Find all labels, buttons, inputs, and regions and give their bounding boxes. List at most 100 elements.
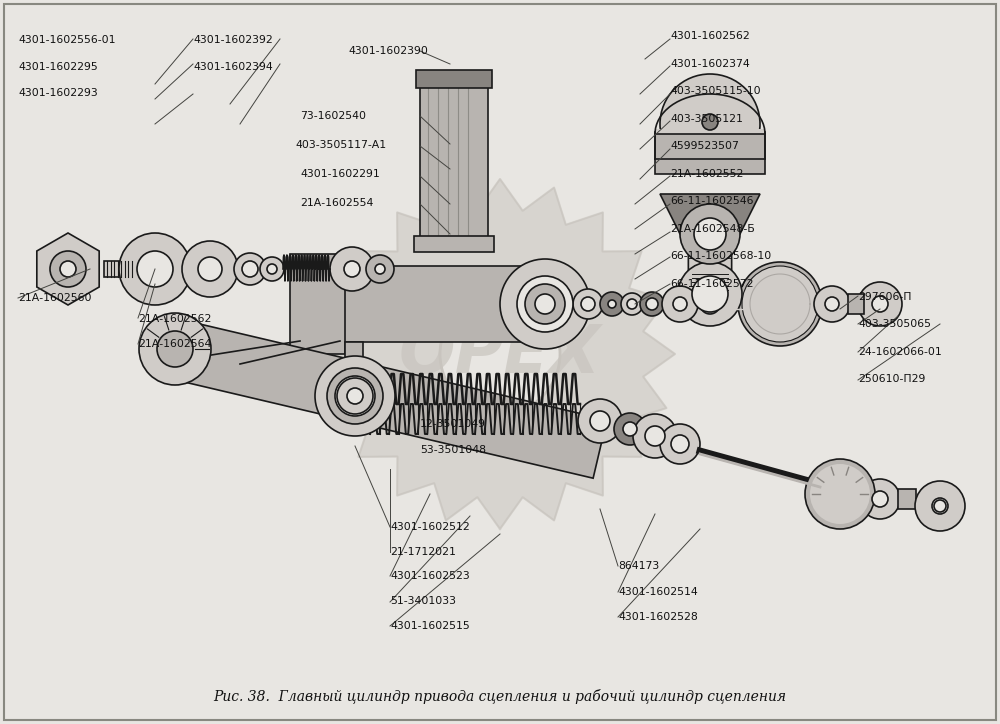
Circle shape — [633, 414, 677, 458]
Bar — [655, 129, 765, 159]
Circle shape — [621, 293, 643, 315]
Circle shape — [50, 251, 86, 287]
Polygon shape — [168, 320, 607, 479]
Text: 21А-1602548-Б: 21А-1602548-Б — [670, 224, 755, 234]
Circle shape — [517, 276, 573, 332]
Text: 4301-1602295: 4301-1602295 — [18, 62, 98, 72]
Circle shape — [581, 297, 595, 311]
Bar — [416, 70, 492, 88]
Circle shape — [139, 313, 211, 385]
Text: 4301-1602515: 4301-1602515 — [390, 620, 470, 631]
Text: 403-3505065: 403-3505065 — [858, 319, 931, 329]
Circle shape — [915, 481, 965, 531]
Polygon shape — [325, 179, 675, 529]
Bar — [414, 236, 494, 252]
Circle shape — [660, 74, 760, 174]
Circle shape — [814, 286, 850, 322]
Circle shape — [700, 294, 720, 314]
Circle shape — [934, 500, 946, 512]
Text: 4301-1602562: 4301-1602562 — [670, 31, 750, 41]
Circle shape — [137, 251, 173, 287]
Text: 4301-1602392: 4301-1602392 — [193, 35, 273, 45]
Circle shape — [337, 378, 373, 414]
Text: 21-1712021: 21-1712021 — [390, 547, 456, 557]
Circle shape — [535, 294, 555, 314]
Circle shape — [872, 491, 888, 507]
Text: 51-3401033: 51-3401033 — [390, 596, 456, 606]
Circle shape — [440, 294, 560, 414]
Circle shape — [375, 264, 385, 274]
Text: 403-3505117-А1: 403-3505117-А1 — [295, 140, 386, 150]
Circle shape — [260, 257, 284, 281]
Text: 864173: 864173 — [618, 561, 659, 571]
Circle shape — [608, 300, 616, 308]
Circle shape — [932, 498, 948, 514]
Bar — [104, 261, 134, 277]
Circle shape — [673, 297, 687, 311]
Polygon shape — [660, 194, 760, 234]
Text: 403-3505115-10: 403-3505115-10 — [670, 86, 761, 96]
Bar — [420, 76, 488, 244]
Bar — [848, 294, 864, 314]
Circle shape — [742, 266, 818, 342]
Text: 4301-1602390: 4301-1602390 — [348, 46, 428, 56]
Circle shape — [872, 296, 888, 312]
Circle shape — [317, 358, 393, 434]
Polygon shape — [688, 239, 732, 289]
Circle shape — [678, 262, 742, 326]
Circle shape — [119, 233, 191, 305]
Circle shape — [640, 292, 664, 316]
Circle shape — [234, 253, 266, 285]
Circle shape — [692, 276, 728, 312]
Polygon shape — [37, 233, 99, 305]
Bar — [290, 254, 345, 354]
Text: 66-11-1602568-10: 66-11-1602568-10 — [670, 251, 771, 261]
Circle shape — [198, 257, 222, 281]
Text: 21А-1602562: 21А-1602562 — [138, 313, 211, 324]
Text: ОРЕХ: ОРЕХ — [399, 321, 601, 387]
Circle shape — [349, 379, 359, 389]
Text: 21А-1602560: 21А-1602560 — [18, 293, 92, 303]
Text: 4301-1602556-01: 4301-1602556-01 — [18, 35, 116, 45]
Circle shape — [646, 298, 658, 310]
Text: 4301-1602528: 4301-1602528 — [618, 612, 698, 622]
Circle shape — [810, 464, 870, 524]
Text: 21А-1602552: 21А-1602552 — [670, 169, 743, 179]
Circle shape — [366, 255, 394, 283]
Circle shape — [60, 261, 76, 277]
Circle shape — [315, 356, 395, 436]
Circle shape — [344, 261, 360, 277]
Circle shape — [267, 264, 277, 274]
Text: 4599523507: 4599523507 — [670, 141, 739, 151]
Text: 403-3505121: 403-3505121 — [670, 114, 743, 124]
Text: 73-1602540: 73-1602540 — [300, 111, 366, 121]
Circle shape — [702, 114, 718, 130]
Text: 4301-1602512: 4301-1602512 — [390, 522, 470, 532]
Circle shape — [327, 368, 383, 424]
Circle shape — [330, 247, 374, 291]
Circle shape — [335, 376, 375, 416]
Text: 21А-1602554: 21А-1602554 — [300, 198, 373, 208]
Text: Рис. 38.  Главный цилиндр привода сцепления и рабочий цилиндр сцепления: Рис. 38. Главный цилиндр привода сцеплен… — [213, 689, 787, 704]
Circle shape — [573, 289, 603, 319]
Circle shape — [627, 299, 637, 309]
Circle shape — [500, 259, 590, 349]
Circle shape — [182, 241, 238, 297]
Text: 4301-1602523: 4301-1602523 — [390, 571, 470, 581]
Circle shape — [342, 372, 366, 396]
Circle shape — [525, 284, 565, 324]
Text: 4301-1602514: 4301-1602514 — [618, 586, 698, 597]
Text: 21А-1602564: 21А-1602564 — [138, 339, 211, 349]
Circle shape — [858, 282, 902, 326]
Circle shape — [825, 297, 839, 311]
Circle shape — [645, 426, 665, 446]
Text: 66-11-1602572: 66-11-1602572 — [670, 279, 754, 289]
Bar — [300, 266, 530, 342]
Circle shape — [694, 218, 726, 250]
Text: 4301-1602394: 4301-1602394 — [193, 62, 273, 72]
Circle shape — [680, 204, 740, 264]
Text: 4301-1602291: 4301-1602291 — [300, 169, 380, 179]
Text: 66-11-1602546: 66-11-1602546 — [670, 196, 754, 206]
Circle shape — [590, 411, 610, 431]
Text: 4301-1602374: 4301-1602374 — [670, 59, 750, 69]
